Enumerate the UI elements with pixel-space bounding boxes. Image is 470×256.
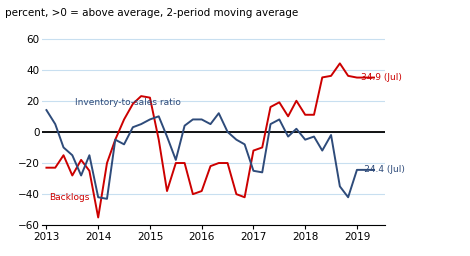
Text: -24.4 (Jul): -24.4 (Jul) xyxy=(361,165,405,174)
Text: Backlogs: Backlogs xyxy=(49,193,89,202)
Text: Inventory-to-sales ratio: Inventory-to-sales ratio xyxy=(75,98,181,108)
Text: percent, >0 = above average, 2-period moving average: percent, >0 = above average, 2-period mo… xyxy=(5,8,298,18)
Text: 34.9 (Jul): 34.9 (Jul) xyxy=(361,73,402,82)
